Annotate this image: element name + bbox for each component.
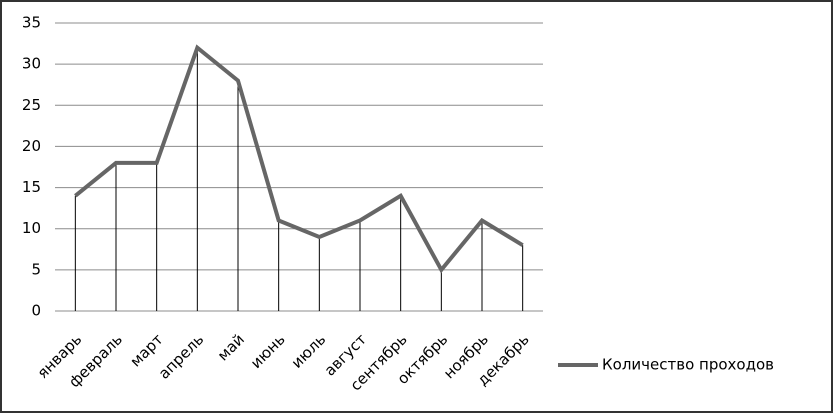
legend-label: Количество проходов [602,356,774,374]
data-line [74,44,524,274]
y-tick-label: 35 [22,14,41,32]
y-tick-label: 15 [22,178,41,196]
y-tick-label: 25 [22,96,41,114]
y-tick-label: 10 [22,219,41,237]
y-tick-label: 30 [22,55,41,73]
y-tick-label: 20 [22,137,41,155]
y-tick-label: 0 [31,302,41,320]
y-tick-label: 5 [31,260,41,278]
